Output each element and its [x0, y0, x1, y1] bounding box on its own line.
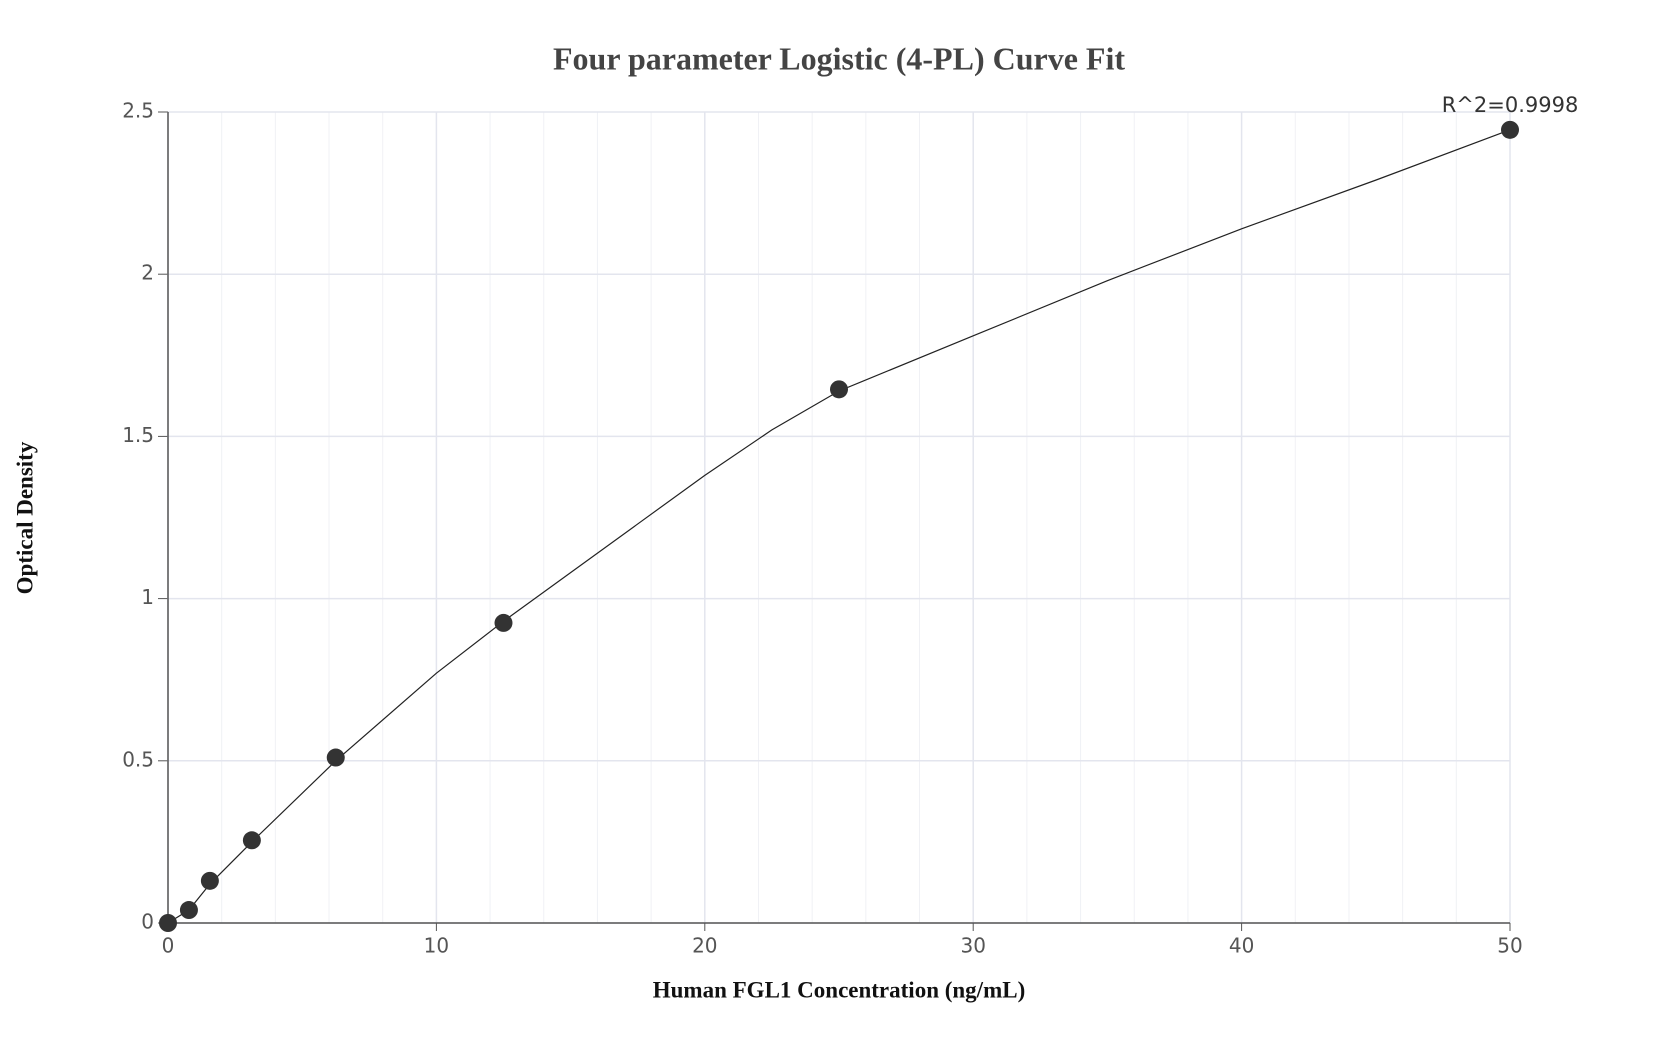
- x-axis-title: Human FGL1 Concentration (ng/mL): [653, 977, 1025, 1002]
- data-point: [179, 901, 198, 920]
- data-point: [494, 613, 513, 632]
- y-axis-title: Optical Density: [12, 441, 37, 594]
- x-tick-label: 50: [1497, 934, 1522, 958]
- data-point: [242, 831, 261, 850]
- x-tick-label: 0: [162, 934, 175, 958]
- annotation: R^2=0.9998: [1442, 93, 1579, 117]
- x-tick-label: 40: [1229, 934, 1254, 958]
- x-tick-label: 10: [424, 934, 449, 958]
- data-point: [1501, 120, 1519, 139]
- y-tick-label: 0.5: [122, 747, 154, 771]
- y-tick-label: 0: [141, 910, 154, 934]
- x-tick-label: 20: [692, 934, 717, 958]
- data-point: [830, 380, 848, 399]
- data-point: [159, 914, 177, 932]
- y-tick-label: 1.5: [122, 423, 154, 447]
- fit-curve: [167, 129, 1511, 924]
- chart-title: Four parameter Logistic (4-PL) Curve Fit: [553, 40, 1125, 76]
- x-tick-label: 30: [960, 934, 985, 958]
- data-point: [326, 748, 345, 767]
- data-point: [200, 871, 219, 890]
- y-tick-label: 2.5: [122, 99, 154, 123]
- y-tick-label: 2: [141, 261, 154, 285]
- y-tick-label: 1: [141, 585, 154, 609]
